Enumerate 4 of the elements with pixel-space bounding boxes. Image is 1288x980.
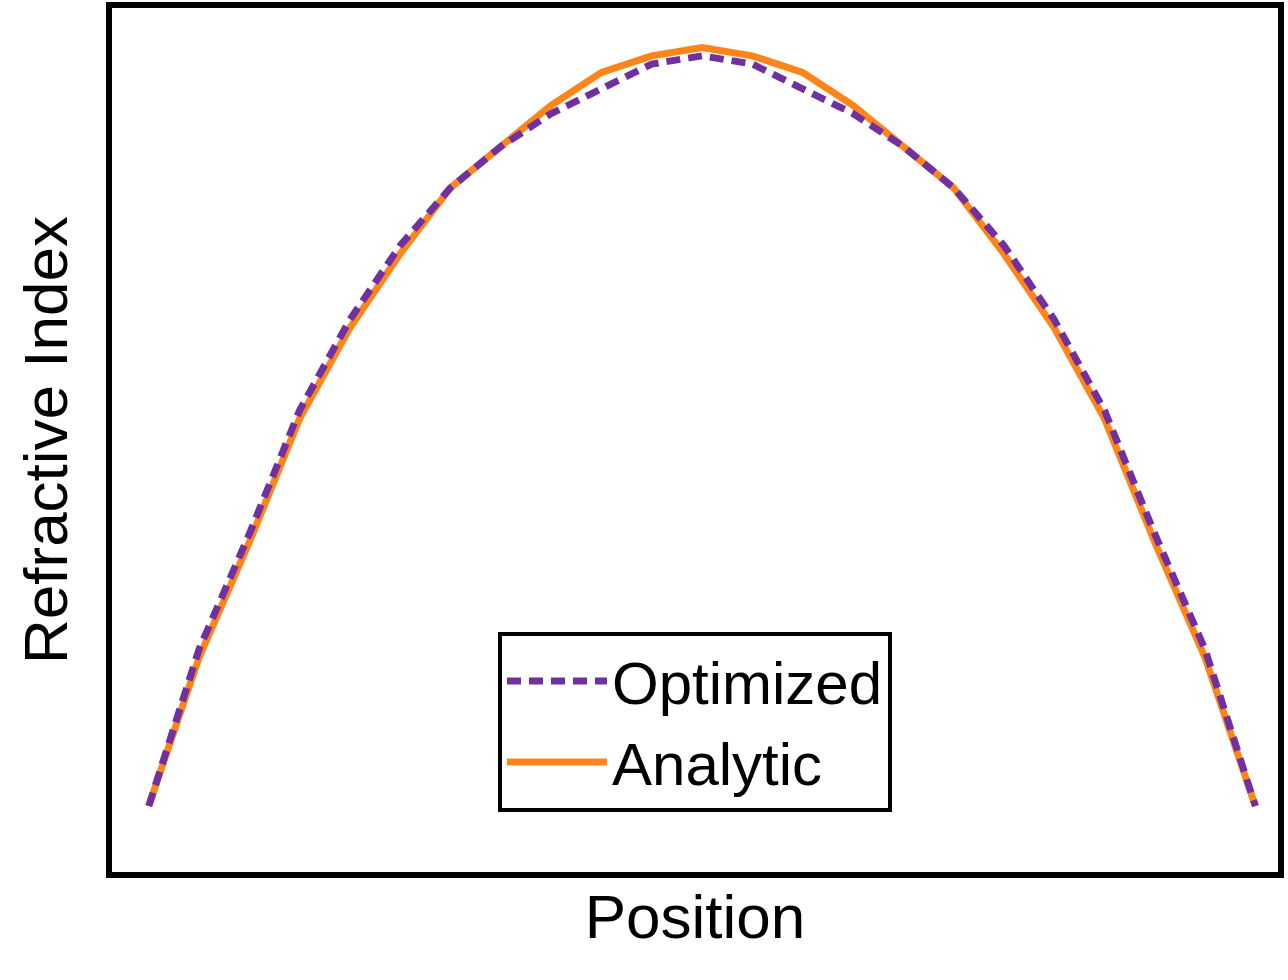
x-axis-title: Position xyxy=(584,882,806,952)
legend-label: Optimized xyxy=(612,650,883,718)
legend-label: Analytic xyxy=(612,731,823,799)
y-axis-title: Refractive Index xyxy=(11,216,81,664)
